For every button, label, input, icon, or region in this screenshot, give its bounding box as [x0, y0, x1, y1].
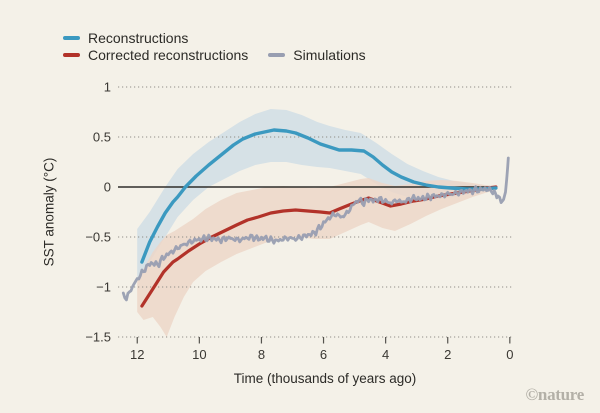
legend-row-1: Reconstructions [63, 30, 188, 46]
legend-item-reconstructions: Reconstructions [63, 30, 188, 46]
x-tick-label-2: 2 [444, 347, 451, 362]
y-tick-label-−1: −1 [96, 280, 111, 295]
legend-item-simulations: Simulations [268, 47, 366, 63]
corrected-reconstructions-swatch-icon [63, 52, 80, 58]
y-tick-label-0.5: 0.5 [93, 130, 111, 145]
x-tick-label-12: 12 [130, 347, 144, 362]
series-reconstructions-line [140, 128, 498, 264]
simulations-swatch-icon [268, 52, 286, 58]
y-tick-label-0: 0 [104, 180, 111, 195]
nature-watermark: ©nature [525, 385, 585, 404]
legend-item-corrected-reconstructions: Corrected reconstructions [63, 47, 248, 63]
x-tick-label-0: 0 [506, 347, 513, 362]
y-tick-label-1: 1 [104, 80, 111, 95]
x-tick-label-10: 10 [192, 347, 206, 362]
x-axis-title: Time (thousands of years ago) [233, 371, 417, 386]
x-tick-label-6: 6 [320, 347, 327, 362]
y-tick-label-−1.5: −1.5 [85, 330, 111, 345]
legend-label: Reconstructions [88, 30, 189, 46]
x-tick-label-4: 4 [382, 347, 389, 362]
legend-label: Corrected reconstructions [88, 47, 249, 63]
y-tick-label-−0.5: −0.5 [85, 230, 111, 245]
series-corrected-reconstructions-band [137, 178, 496, 337]
series-simulations-line [121, 156, 510, 302]
y-axis-title: SST anomaly (°C) [41, 157, 57, 267]
legend-label: Simulations [293, 47, 366, 63]
reconstructions-swatch-icon [63, 35, 80, 41]
legend-row-2: Corrected reconstructions Simulations [63, 47, 366, 63]
x-tick-label-8: 8 [258, 347, 265, 362]
